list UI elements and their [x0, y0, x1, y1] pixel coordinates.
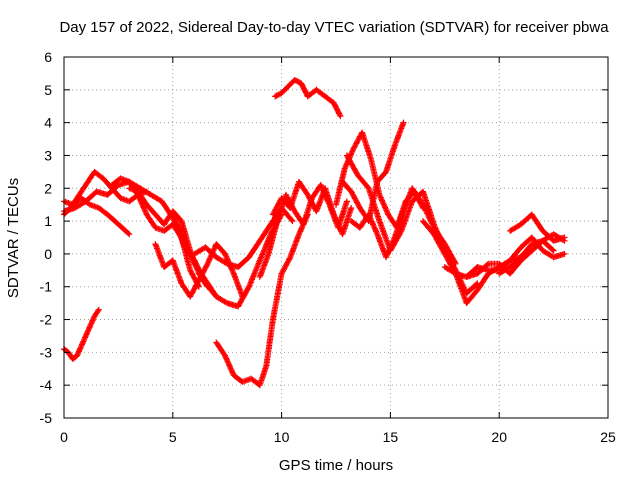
y-tick-label: -2 — [40, 312, 53, 328]
series-markers — [269, 178, 355, 238]
data-markers — [61, 77, 568, 389]
y-tick-labels: -5 -4 -3 -2 -1 0 1 2 3 4 5 6 — [40, 49, 53, 426]
y-tick-label: 0 — [44, 246, 52, 262]
series-markers — [152, 241, 246, 300]
y-tick-label: 2 — [44, 180, 52, 196]
x-tick-label: 15 — [383, 429, 399, 445]
series-markers — [272, 77, 344, 120]
x-tick-label: 0 — [60, 429, 68, 445]
y-tick-label: 1 — [44, 213, 52, 229]
plot-frame — [63, 56, 609, 419]
y-tick-label: -1 — [40, 279, 53, 295]
x-tick-label: 25 — [600, 429, 616, 445]
series-markers — [348, 185, 459, 267]
series-track-18 — [348, 185, 459, 267]
y-tick-label: 4 — [44, 115, 52, 131]
y-tick-label: 6 — [44, 49, 52, 65]
y-tick-label: 3 — [44, 147, 52, 163]
x-tick-label: 20 — [491, 429, 507, 445]
chart-title: Day 157 of 2022, Sidereal Day-to-day VTE… — [59, 19, 609, 36]
series-track-11 — [213, 211, 311, 389]
x-tick-labels: 0 5 10 15 20 25 — [60, 429, 616, 445]
series-track-23 — [496, 231, 568, 277]
y-tick-label: -4 — [40, 377, 53, 393]
axis-ticks — [63, 56, 609, 419]
series-markers — [496, 231, 568, 277]
series-track-21 — [463, 234, 568, 280]
y-axis-label: SDTVAR / TECUs — [5, 178, 22, 298]
series-markers — [61, 306, 102, 362]
x-tick-label: 5 — [169, 429, 177, 445]
y-tick-label: -5 — [40, 410, 53, 426]
y-tick-label: -3 — [40, 344, 53, 360]
series-markers — [463, 234, 568, 280]
x-axis-label: GPS time / hours — [279, 457, 393, 474]
x-tick-label: 10 — [274, 429, 290, 445]
series-track-13 — [269, 178, 355, 238]
series-markers — [213, 211, 311, 389]
series-track-08 — [152, 241, 246, 300]
y-tick-label: 5 — [44, 82, 52, 98]
series-track-04 — [61, 306, 102, 362]
series-track-14 — [272, 77, 344, 120]
